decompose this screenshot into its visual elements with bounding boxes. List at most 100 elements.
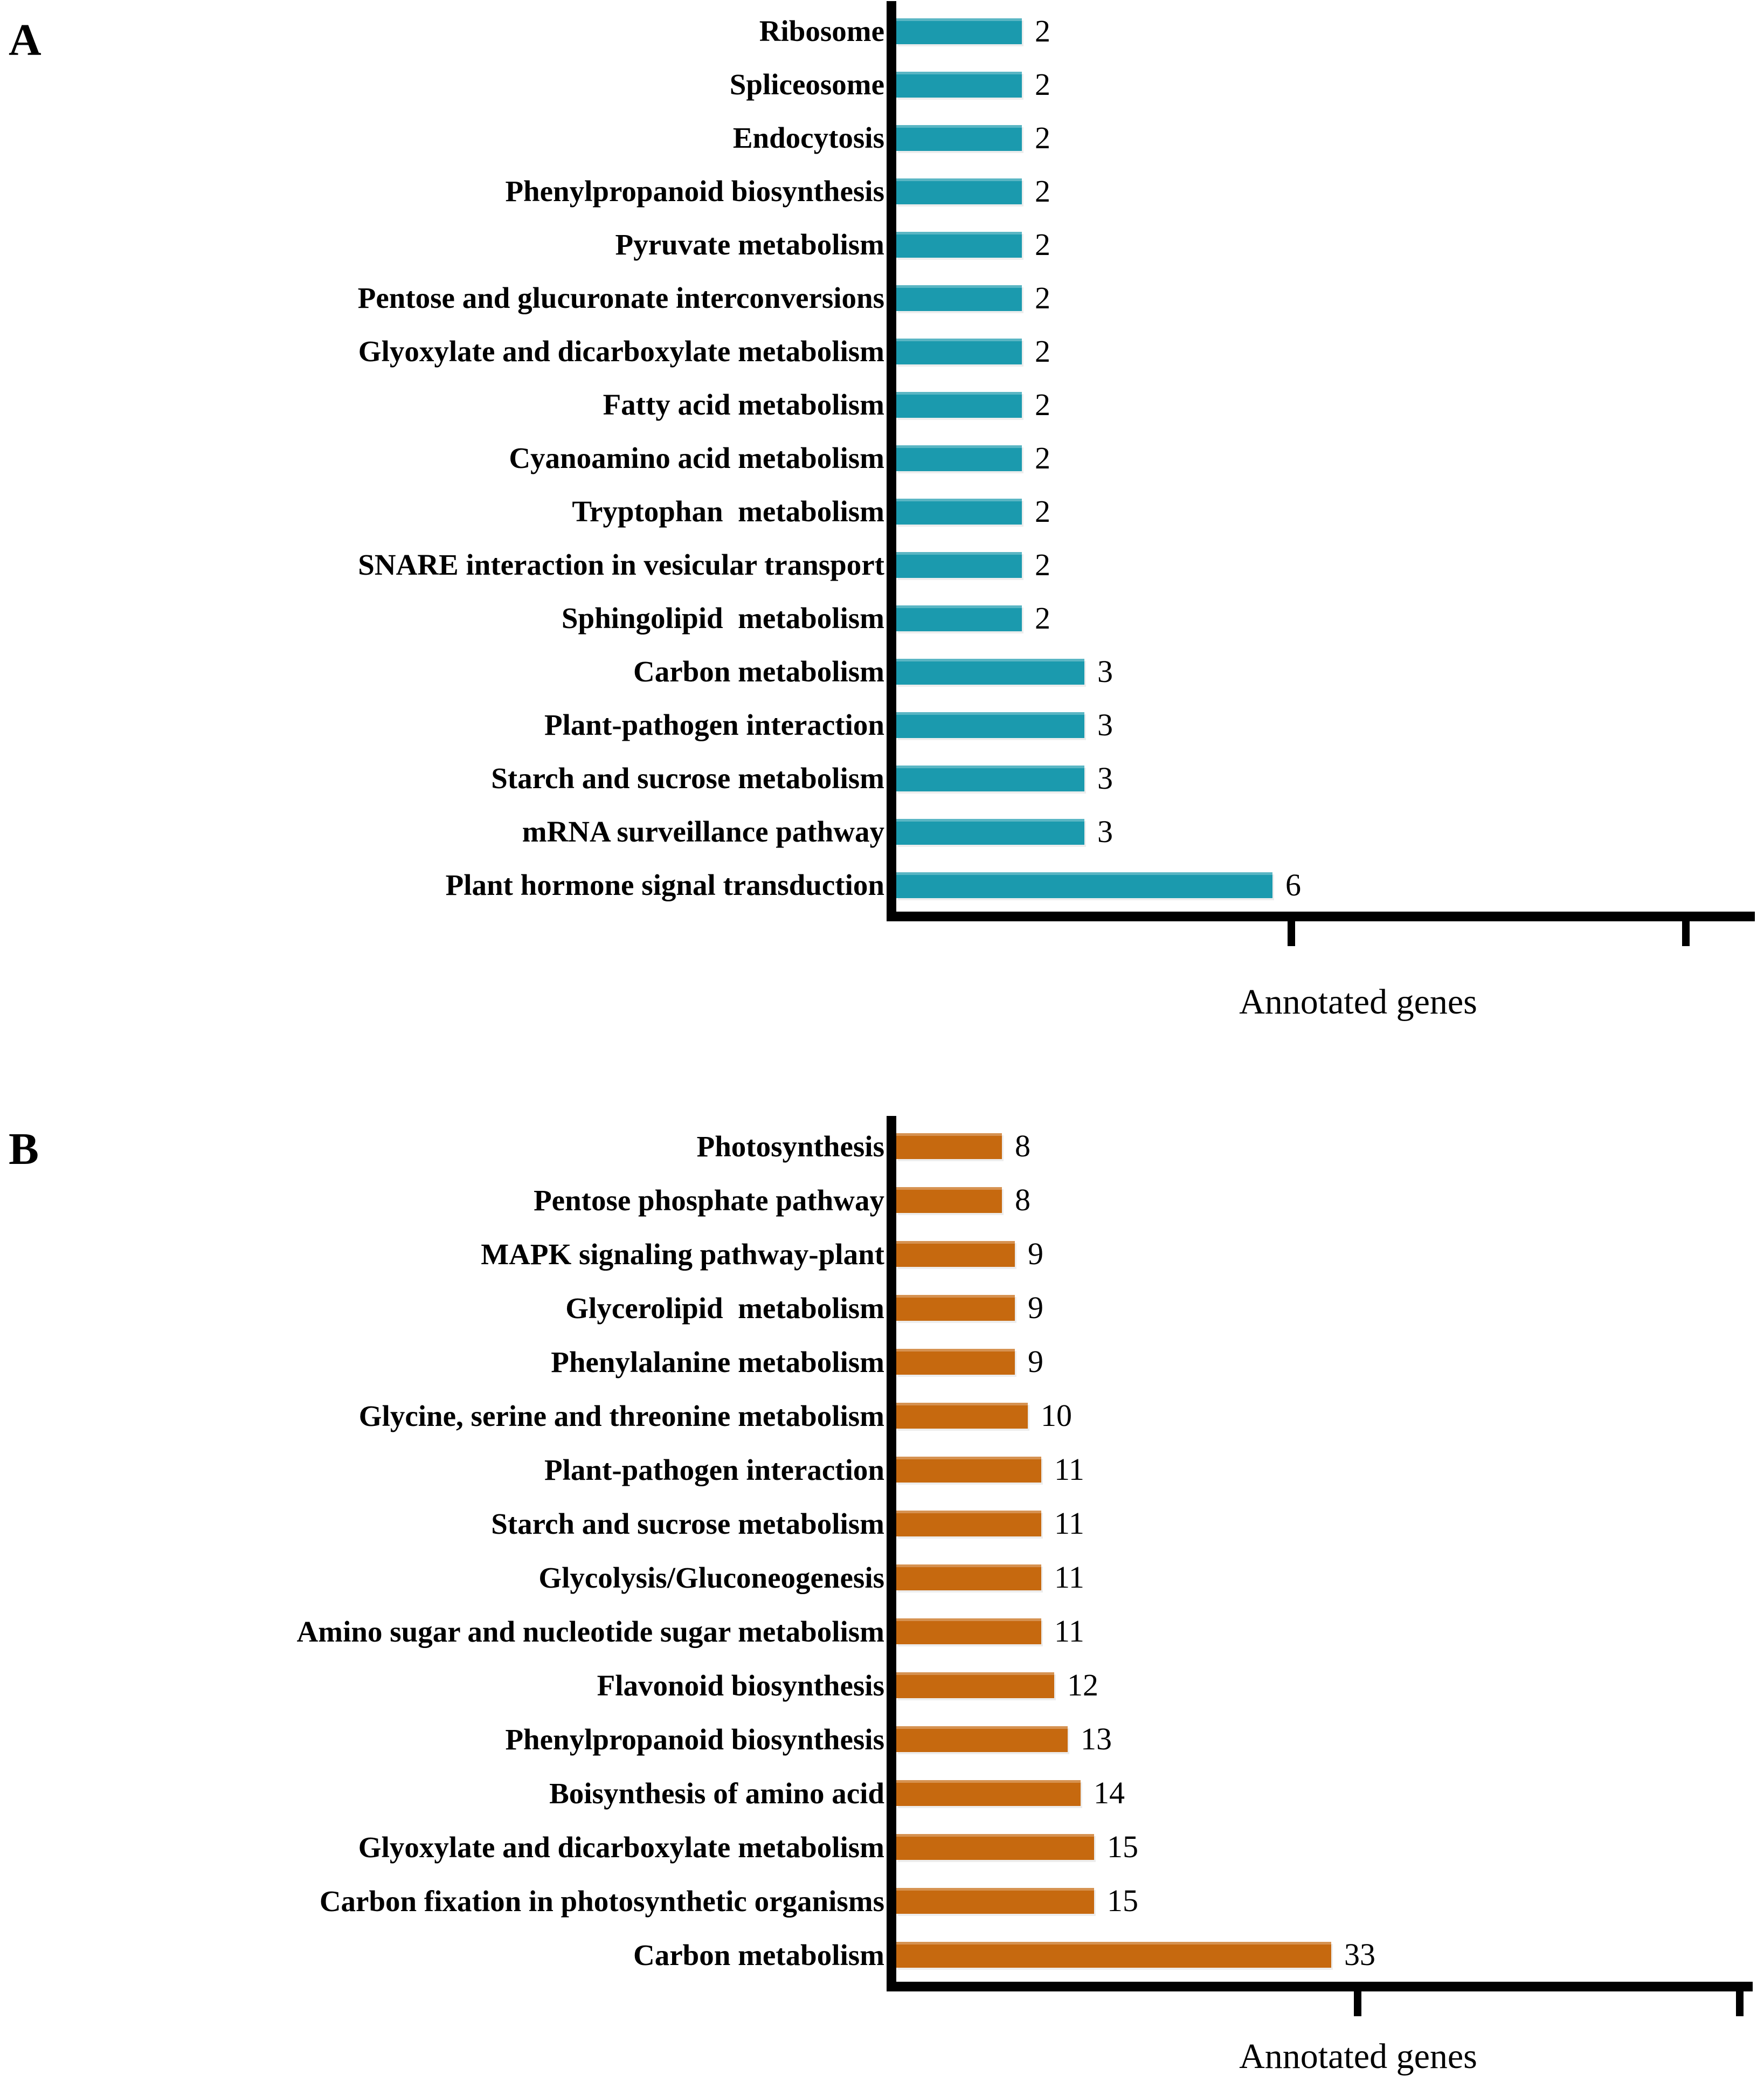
category-label: Boisynthesis of amino acid xyxy=(549,1776,884,1810)
category-label: Cyanoamino acid metabolism xyxy=(509,442,884,474)
value-label: 33 xyxy=(1344,1937,1375,1972)
category-label: Endocytosis xyxy=(732,121,884,154)
bar xyxy=(896,1834,1094,1860)
chart-row: Fatty acid metabolism 2 xyxy=(0,378,1050,431)
chart-row: Phenylalanine metabolism 9 xyxy=(0,1335,1043,1389)
category-label: Plant-pathogen interaction xyxy=(544,1453,884,1486)
bar xyxy=(896,1564,1041,1590)
category-label: Sphingolipid metabolism xyxy=(561,602,884,635)
value-label: 3 xyxy=(1097,653,1113,689)
value-label: 10 xyxy=(1041,1398,1072,1433)
bar xyxy=(896,1295,1015,1321)
value-label: 11 xyxy=(1054,1452,1084,1487)
category-label: Fatty acid metabolism xyxy=(603,388,884,421)
chart-row: Boisynthesis of amino acid 14 xyxy=(0,1766,1125,1820)
category-label: Amino sugar and nucleotide sugar metabol… xyxy=(296,1615,884,1648)
value-label: 15 xyxy=(1107,1829,1138,1864)
value-label: 11 xyxy=(1054,1506,1084,1541)
value-label: 2 xyxy=(1035,493,1050,529)
chart-row: Carbon metabolism 33 xyxy=(0,1928,1375,1982)
value-label: 2 xyxy=(1035,440,1050,475)
value-label: 2 xyxy=(1035,66,1050,102)
bar xyxy=(896,231,1022,258)
category-label: Photosynthesis xyxy=(696,1129,884,1163)
panel-a-letter: A xyxy=(9,15,41,65)
category-label: mRNA surveillance pathway xyxy=(522,815,884,848)
bar xyxy=(896,285,1022,311)
category-label: Pyruvate metabolism xyxy=(615,228,885,261)
chart-row: Pyruvate metabolism 2 xyxy=(0,218,1051,271)
chart-row: Phenylpropanoid biosynthesis 2 xyxy=(0,164,1050,218)
bar xyxy=(896,658,1084,685)
value-label: 14 xyxy=(1094,1775,1125,1810)
chart-row: Tryptophan metabolism 2 xyxy=(0,485,1050,538)
panel-a-y-axis xyxy=(887,1,896,921)
value-label: 3 xyxy=(1097,707,1113,742)
bar xyxy=(896,18,1022,44)
bar xyxy=(896,551,1022,578)
category-label: Glyoxylate and dicarboxylate metabolism xyxy=(358,1830,884,1864)
bar xyxy=(896,338,1022,364)
value-label: 12 xyxy=(1067,1667,1098,1702)
chart-row: Glyoxylate and dicarboxylate metabolism 1… xyxy=(0,1820,1138,1874)
bar xyxy=(896,1942,1331,1968)
category-label: Pentose and glucuronate interconversions xyxy=(357,281,884,314)
value-label: 8 xyxy=(1015,1128,1030,1163)
panel-a-x-axis-label: Annotated genes xyxy=(1239,982,1477,1022)
category-label: Glycolysis/Gluconeogenesis xyxy=(538,1561,884,1594)
category-label: Flavonoid biosynthesis xyxy=(597,1669,884,1702)
bar xyxy=(896,1672,1054,1698)
value-label: 9 xyxy=(1028,1290,1043,1325)
chart-row: Spliceosome 2 xyxy=(0,58,1050,111)
chart-row: Phenylpropanoid biosynthesis 13 xyxy=(0,1712,1112,1766)
value-label: 11 xyxy=(1054,1614,1084,1649)
chart-row: Sphingolipid metabolism 2 xyxy=(0,591,1050,645)
value-label: 3 xyxy=(1097,760,1113,796)
chart-row: Glycine, serine and threonine metabolism… xyxy=(0,1389,1072,1443)
value-label: 2 xyxy=(1035,600,1050,636)
category-label: Phenylpropanoid biosynthesis xyxy=(505,1722,884,1756)
chart-row: Plant hormone signal transduction 6 xyxy=(0,858,1301,912)
chart-row: mRNA surveillance pathway 3 xyxy=(0,805,1113,858)
chart-row: Plant-pathogen interaction 11 xyxy=(0,1443,1084,1497)
category-label: Carbon fixation in photosynthetic organi… xyxy=(319,1884,884,1918)
panel-b-x-axis-label: Annotated genes xyxy=(1239,2037,1477,2076)
chart-row: Cyanoamino acid metabolism 2 xyxy=(0,431,1050,485)
value-label: 2 xyxy=(1035,120,1050,155)
value-label: 2 xyxy=(1035,173,1050,209)
category-label: Spliceosome xyxy=(729,68,884,101)
chart-row: Endocytosis 2 xyxy=(0,111,1050,164)
value-label: 9 xyxy=(1028,1344,1043,1379)
panel-a: A Ribosome 2 Spliceosome 2 Endocytosis 2 Pheny… xyxy=(0,1,1755,1022)
category-label: Plant-pathogen interaction xyxy=(544,708,884,741)
bar xyxy=(896,125,1022,151)
category-label: Ribosome xyxy=(759,15,884,47)
chart-row: Glycerolipid metabolism 9 xyxy=(0,1281,1043,1335)
category-label: Tryptophan metabolism xyxy=(572,495,884,528)
value-label: 2 xyxy=(1035,547,1050,582)
chart-row: Starch and sucrose metabolism 11 xyxy=(0,1497,1084,1550)
value-label: 2 xyxy=(1035,13,1050,49)
chart-row: MAPK signaling pathway-plant 9 xyxy=(0,1227,1043,1281)
bar xyxy=(896,1241,1015,1267)
panel-b-x-axis xyxy=(887,1982,1753,1991)
value-label: 9 xyxy=(1028,1236,1043,1271)
bar xyxy=(896,1187,1002,1213)
chart-row: Flavonoid biosynthesis 12 xyxy=(0,1658,1098,1712)
category-label: Glycerolipid metabolism xyxy=(565,1291,884,1325)
bar xyxy=(896,71,1022,98)
x-axis-tick-a xyxy=(1288,921,1295,946)
bar xyxy=(896,445,1022,471)
value-label: 13 xyxy=(1081,1721,1112,1756)
chart-row: Carbon metabolism 3 xyxy=(0,645,1113,698)
category-label: Plant hormone signal transduction xyxy=(445,868,884,901)
chart-row: Carbon fixation in photosynthetic organi… xyxy=(0,1874,1138,1928)
panel-b-y-axis xyxy=(887,1116,896,1991)
value-label: 3 xyxy=(1097,814,1113,849)
x-axis-tick-a xyxy=(1682,921,1690,946)
x-axis-tick-b xyxy=(1736,1991,1744,2016)
chart-row: Photosynthesis 8 xyxy=(0,1119,1030,1173)
category-label: Carbon metabolism xyxy=(633,655,884,688)
value-label: 2 xyxy=(1035,333,1050,369)
category-label: SNARE interaction in vesicular transport xyxy=(358,548,884,581)
